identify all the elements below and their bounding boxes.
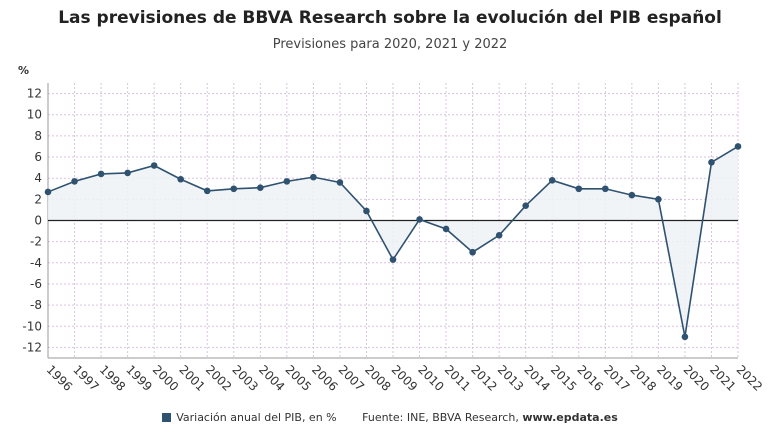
- x-tick-label: 2010: [415, 362, 446, 393]
- data-point-2016: [575, 185, 583, 193]
- x-tick-label: 1998: [97, 362, 128, 393]
- x-tick-label: 2001: [176, 362, 207, 393]
- x-tick-label: 2018: [628, 362, 659, 393]
- data-point-2004: [257, 184, 264, 192]
- data-point-2009: [389, 256, 397, 263]
- x-tick-label: 2003: [229, 362, 260, 393]
- x-tick-label: 2008: [362, 362, 393, 393]
- y-tick-label: -10: [22, 319, 42, 333]
- data-point-2010: [416, 216, 423, 223]
- data-point-1999: [124, 169, 131, 177]
- data-point-1996: [44, 188, 52, 196]
- y-tick-label: 12: [27, 87, 42, 101]
- data-point-2007: [336, 179, 344, 186]
- y-tick-label: 6: [34, 150, 42, 164]
- y-tick-label: 2: [34, 192, 42, 206]
- x-tick-label: 2009: [389, 362, 420, 393]
- x-tick-label: 2002: [203, 362, 234, 393]
- data-point-2013: [495, 232, 503, 239]
- series-area: [48, 146, 738, 337]
- data-point-2018: [628, 191, 636, 199]
- x-tick-label: 2017: [601, 362, 632, 393]
- y-tick-label: -2: [30, 235, 42, 249]
- data-point-2021: [708, 159, 715, 166]
- data-point-2015: [548, 177, 556, 184]
- y-tick-label: 0: [34, 214, 42, 228]
- data-point-2012: [469, 248, 476, 256]
- data-points: [44, 143, 742, 341]
- y-tick-label: -8: [30, 298, 42, 312]
- x-tick-label: 1997: [70, 362, 101, 393]
- source-site: www.epdata.es: [522, 411, 618, 424]
- x-tick-label: 2014: [521, 362, 552, 393]
- data-point-2003: [230, 185, 238, 193]
- data-point-2019: [655, 196, 662, 203]
- data-point-2005: [283, 178, 291, 185]
- y-tick-label: 4: [34, 171, 42, 185]
- x-tick-labels: 1996199719981999200020012002200320042005…: [44, 362, 765, 393]
- x-tick-label: 2022: [734, 362, 765, 393]
- data-point-2001: [177, 175, 184, 183]
- x-tick-label: 2011: [442, 362, 473, 393]
- data-point-2000: [150, 162, 158, 169]
- chart-footer: Variación anual del PIB, en % Fuente: IN…: [0, 411, 780, 424]
- x-tick-label: 2016: [574, 362, 605, 393]
- y-tick-label: -6: [30, 277, 42, 291]
- data-point-2020: [681, 333, 689, 341]
- data-point-2014: [522, 202, 529, 209]
- y-tick-label: -12: [22, 340, 42, 354]
- x-tick-label: 2013: [495, 362, 526, 393]
- x-tick-label: 2005: [283, 362, 314, 393]
- x-tick-label: 2012: [468, 362, 499, 393]
- data-point-2008: [363, 207, 370, 215]
- x-tick-label: 2021: [707, 362, 738, 393]
- chart-title: Las previsiones de BBVA Research sobre l…: [58, 8, 722, 28]
- source-text: Fuente: INE, BBVA Research, www.epdata.e…: [362, 411, 618, 424]
- source-prefix: Fuente: INE, BBVA Research,: [362, 411, 519, 424]
- x-tick-label: 1999: [123, 362, 154, 393]
- x-tick-label: 2000: [150, 362, 181, 393]
- data-point-1998: [97, 170, 105, 178]
- legend-swatch: [162, 413, 172, 422]
- x-tick-label: 2015: [548, 362, 579, 393]
- y-tick-label: 8: [34, 129, 42, 143]
- x-tick-label: 2020: [681, 362, 712, 393]
- x-tick-label: 2006: [309, 362, 340, 393]
- x-tick-label: 2007: [336, 362, 367, 393]
- y-tick-label: -4: [30, 256, 42, 270]
- chart-subtitle: Previsiones para 2020, 2021 y 2022: [272, 37, 508, 52]
- area-fill: [48, 146, 738, 337]
- data-point-2002: [203, 187, 211, 195]
- y-tick-labels: 12 10 8 6 4 2 0 -2 -4 -6 -8 -10 -12: [22, 87, 42, 355]
- x-tick-label: 1996: [44, 362, 75, 393]
- data-point-2022: [734, 143, 742, 150]
- data-point-2017: [602, 185, 609, 193]
- legend-label: Variación anual del PIB, en %: [176, 411, 337, 424]
- x-tick-label: 2004: [256, 362, 287, 393]
- data-point-1997: [71, 178, 78, 185]
- y-axis-label: %: [18, 64, 29, 77]
- data-point-2011: [442, 225, 450, 233]
- data-point-2006: [310, 173, 317, 181]
- x-tick-label: 2019: [654, 362, 685, 393]
- y-tick-label: 10: [27, 108, 42, 122]
